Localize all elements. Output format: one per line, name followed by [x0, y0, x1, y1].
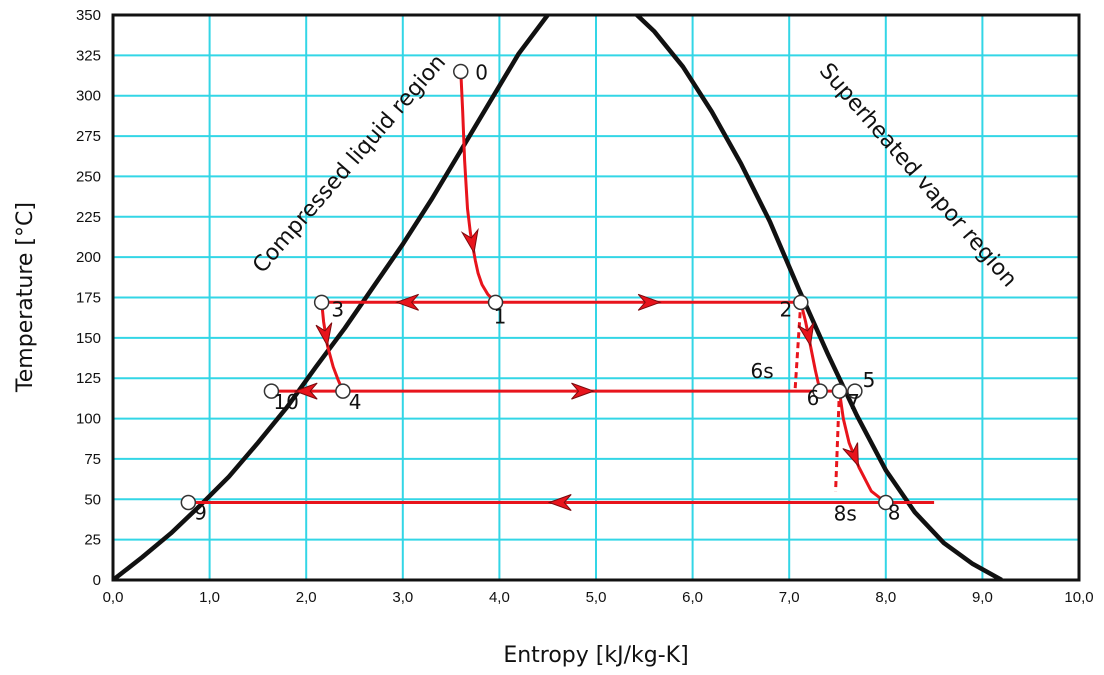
x-tick-label: 3,0	[392, 589, 413, 606]
state-label: 3	[331, 297, 344, 321]
state-point	[335, 383, 351, 399]
state-point	[812, 383, 828, 399]
y-tick-label: 0	[93, 572, 101, 589]
y-tick-label: 350	[76, 7, 101, 24]
flow-arrow	[395, 293, 419, 311]
flow-arrow	[315, 322, 333, 348]
state-label: 7	[847, 390, 860, 414]
y-tick-label: 100	[76, 411, 101, 428]
flow-arrow	[637, 293, 662, 311]
state-label: 1	[494, 304, 507, 328]
y-tick-label: 250	[76, 168, 101, 185]
state-point	[180, 494, 197, 511]
state-label: 0	[475, 61, 488, 85]
flow-arrow	[547, 494, 572, 511]
x-axis-label: Entropy [kJ/kg-K]	[503, 643, 688, 668]
y-tick-label: 200	[76, 249, 101, 266]
annotation-label: 8s	[834, 501, 857, 525]
y-tick-label: 300	[76, 88, 101, 105]
y-tick-label: 225	[76, 209, 101, 226]
saturation-dome	[113, 15, 1003, 580]
grid	[113, 15, 1079, 580]
x-tick-label: 7,0	[779, 589, 800, 606]
state-label: 10	[273, 390, 298, 414]
y-tick-label: 175	[76, 290, 101, 307]
x-tick-label: 6,0	[682, 589, 703, 606]
x-tick-label: 0,0	[103, 589, 124, 606]
flow-arrows	[293, 227, 859, 511]
flow-arrow	[842, 442, 859, 468]
state-label: 2	[780, 297, 793, 321]
state-label: 4	[349, 390, 362, 414]
plot-frame	[111, 13, 1081, 582]
state-point	[487, 294, 504, 311]
state-point	[878, 494, 894, 511]
state-point	[263, 383, 280, 399]
y-tick-label: 125	[76, 370, 101, 387]
state-point	[793, 294, 809, 311]
x-tick-label: 1,0	[199, 589, 220, 606]
state-label: 8	[888, 501, 901, 525]
state-label: 9	[194, 501, 207, 525]
y-tick-label: 150	[76, 330, 101, 347]
state-points: 0 1 2 3 4 5 6 7 8 9 10	[180, 61, 901, 525]
state-label: 6	[807, 386, 820, 410]
flow-arrow	[571, 382, 595, 400]
state-point	[313, 294, 330, 311]
y-tick-label: 275	[76, 128, 101, 145]
y-axis-label: Temperature [°C]	[13, 202, 38, 393]
process-line	[320, 302, 345, 392]
state-label: 5	[863, 368, 876, 392]
y-tick-label: 325	[76, 47, 101, 64]
y-tick-label: 25	[84, 532, 101, 549]
y-tick-label: 75	[84, 451, 101, 468]
flow-arrow	[293, 382, 318, 400]
x-tick-label: 8,0	[875, 589, 896, 606]
process-line	[459, 71, 497, 304]
state-point	[453, 63, 469, 80]
state-point	[831, 383, 848, 399]
x-tick-label: 10,0	[1064, 589, 1093, 606]
x-tick-label: 2,0	[296, 589, 317, 606]
isentropic-line	[834, 391, 841, 492]
x-tick-label: 9,0	[972, 589, 993, 606]
x-tick-label: 4,0	[489, 589, 510, 606]
region-label: Compressed liquid region	[248, 50, 451, 278]
flow-arrow	[460, 227, 479, 255]
y-tick-label: 50	[84, 491, 101, 508]
x-tick-label: 5,0	[586, 589, 607, 606]
state-point	[847, 383, 863, 399]
saturation-curve	[113, 15, 1003, 580]
isentropic-line	[793, 302, 803, 392]
flow-arrow	[797, 322, 815, 348]
annotation-label: 6s	[751, 359, 774, 383]
tick-labels: 0,0 1,0 2,0 3,0 4,0 5,0 6,0 7,0 8,0 9,0 10,0025507…	[76, 7, 1094, 606]
